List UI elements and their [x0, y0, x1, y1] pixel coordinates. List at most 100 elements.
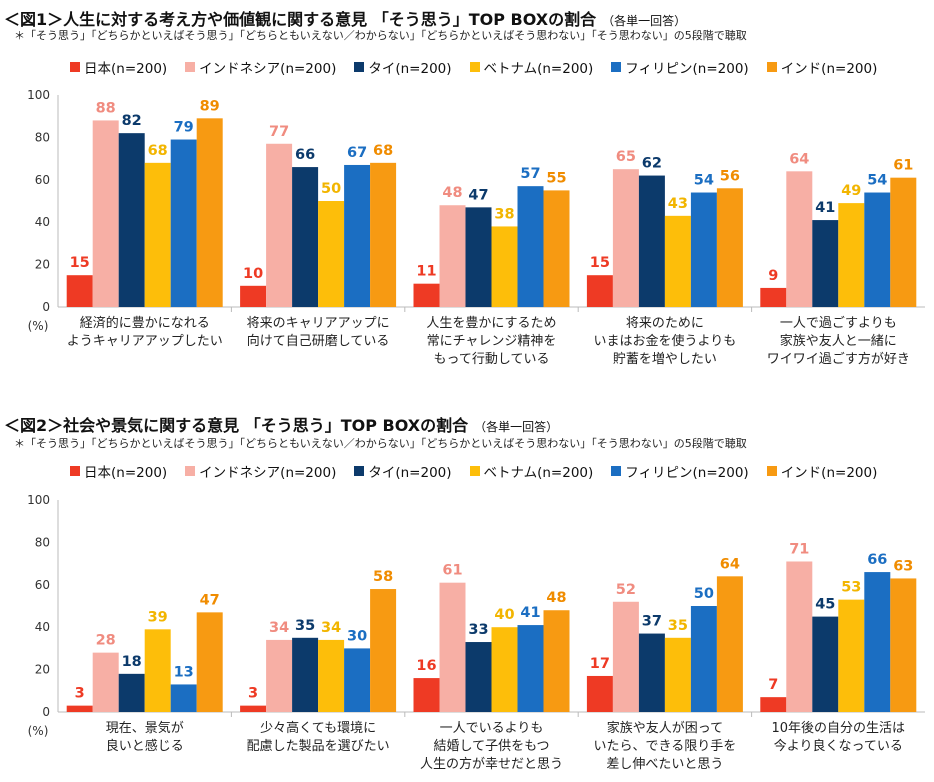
legend-label: 日本(n=200)	[84, 61, 168, 77]
legend-item: フィリピン(n=200)	[611, 57, 749, 77]
chart-2-title-suffix: （各単一回答）	[474, 420, 559, 434]
legend-label: タイ(n=200)	[368, 61, 452, 77]
data-label: 35	[668, 618, 688, 634]
bar	[413, 678, 440, 712]
bar	[586, 675, 613, 712]
data-label: 54	[694, 173, 714, 189]
data-label: 18	[122, 654, 142, 670]
data-label: 3	[248, 686, 258, 702]
legend-label: インド(n=200)	[780, 61, 878, 77]
data-label: 49	[841, 183, 861, 199]
legend-item: インド(n=200)	[766, 461, 877, 481]
chart-2-title: ＜図2＞社会や景気に関する意見 「そう思う」TOP BOXの割合 （各単一回答）	[4, 412, 558, 436]
legend-swatch	[611, 62, 622, 72]
legend-item: ベトナム(n=200)	[469, 57, 593, 77]
bar	[196, 118, 223, 307]
data-label: 16	[416, 658, 436, 674]
y-tick-label: 40	[35, 620, 50, 634]
bar	[543, 190, 570, 307]
bar	[370, 589, 397, 712]
category-label: 今より良くなっている	[774, 738, 903, 754]
category-label: 良いと感じる	[106, 738, 184, 754]
data-label: 48	[546, 590, 566, 606]
legend-swatch	[70, 62, 80, 72]
legend-label: タイ(n=200)	[368, 465, 452, 481]
data-label: 67	[347, 145, 367, 161]
data-label: 39	[148, 609, 168, 625]
category-label: 将来のために	[626, 316, 704, 331]
chart-2: ＜図2＞社会や景気に関する意見 「そう思う」TOP BOXの割合 （各単一回答） …	[0, 408, 934, 782]
bar	[318, 201, 345, 307]
chart-1-title: ＜図1＞人生に対する考え方や価値観に関する意見 「そう思う」TOP BOXの割合…	[4, 6, 686, 30]
y-axis-unit: (%)	[28, 319, 49, 333]
data-label: 47	[468, 187, 488, 203]
bar	[196, 612, 223, 712]
data-label: 68	[373, 143, 393, 159]
data-label: 7	[768, 677, 778, 693]
data-label: 9	[768, 268, 778, 284]
bar	[240, 705, 267, 712]
data-label: 38	[494, 206, 514, 222]
category-label: 将来のキャリアアップに	[247, 316, 390, 331]
legend-swatch	[354, 62, 365, 72]
data-label: 89	[200, 98, 220, 114]
bar	[838, 599, 865, 712]
data-label: 88	[96, 100, 116, 116]
y-tick-label: 0	[42, 300, 50, 314]
legend-swatch	[766, 62, 777, 72]
bar	[517, 186, 544, 307]
category-label: 配慮した製品を選びたい	[247, 739, 390, 754]
legend-item: インドネシア(n=200)	[185, 461, 336, 481]
legend-swatch	[70, 466, 80, 476]
bar	[812, 220, 839, 307]
chart-2-plot: 020406080100(%)32818391347現在、景気が良いと感じる33…	[27, 493, 925, 772]
chart-1-title-suffix: （各単一回答）	[602, 14, 687, 28]
chart-1-title-text: ＜図1＞人生に対する考え方や価値観に関する意見 「そう思う」TOP BOXの割合	[4, 10, 597, 29]
bar	[586, 275, 613, 307]
bar	[92, 120, 119, 307]
bar	[664, 215, 691, 307]
bar	[716, 188, 743, 307]
bar	[890, 177, 917, 307]
bar	[240, 285, 267, 307]
legend-swatch	[185, 466, 196, 476]
y-tick-label: 0	[42, 705, 50, 719]
data-label: 64	[720, 556, 740, 572]
bar	[465, 207, 492, 307]
data-label: 66	[867, 552, 887, 568]
legend-label: インドネシア(n=200)	[199, 465, 337, 481]
chart-2-legend: 日本(n=200) インドネシア(n=200) タイ(n=200) ベトナム(n=20…	[70, 461, 877, 481]
bar	[66, 275, 93, 307]
data-label: 35	[295, 618, 315, 634]
legend-item: タイ(n=200)	[354, 57, 452, 77]
bar	[760, 287, 787, 307]
data-label: 66	[295, 147, 315, 163]
data-label: 68	[148, 143, 168, 159]
data-label: 15	[70, 255, 90, 271]
legend-label: フィリピン(n=200)	[625, 465, 749, 481]
bar	[517, 625, 544, 712]
bar	[118, 673, 145, 712]
y-tick-label: 20	[35, 258, 50, 272]
category-label: 少々高くても環境に	[260, 720, 376, 736]
data-label: 61	[442, 563, 462, 579]
bar	[864, 572, 891, 712]
data-label: 61	[893, 158, 913, 174]
bar	[170, 684, 197, 712]
bar	[144, 162, 171, 307]
category-label: いたら、できる限り手を	[594, 739, 737, 754]
legend-label: インドネシア(n=200)	[199, 61, 337, 77]
category-label: もって行動している	[434, 352, 550, 367]
bar	[370, 162, 397, 307]
data-label: 57	[520, 166, 540, 182]
bar	[890, 578, 917, 712]
data-label: 30	[347, 628, 367, 644]
category-label: 10年後の自分の生活は	[772, 721, 906, 736]
chart-2-title-text: ＜図2＞社会や景気に関する意見 「そう思う」TOP BOXの割合	[4, 416, 469, 435]
data-label: 79	[174, 120, 194, 136]
category-label: 経済的に豊かになれる	[80, 315, 210, 331]
legend-item: フィリピン(n=200)	[611, 461, 749, 481]
bar	[638, 633, 665, 712]
data-label: 34	[269, 620, 289, 636]
category-label: 現在、景気が	[106, 720, 184, 736]
